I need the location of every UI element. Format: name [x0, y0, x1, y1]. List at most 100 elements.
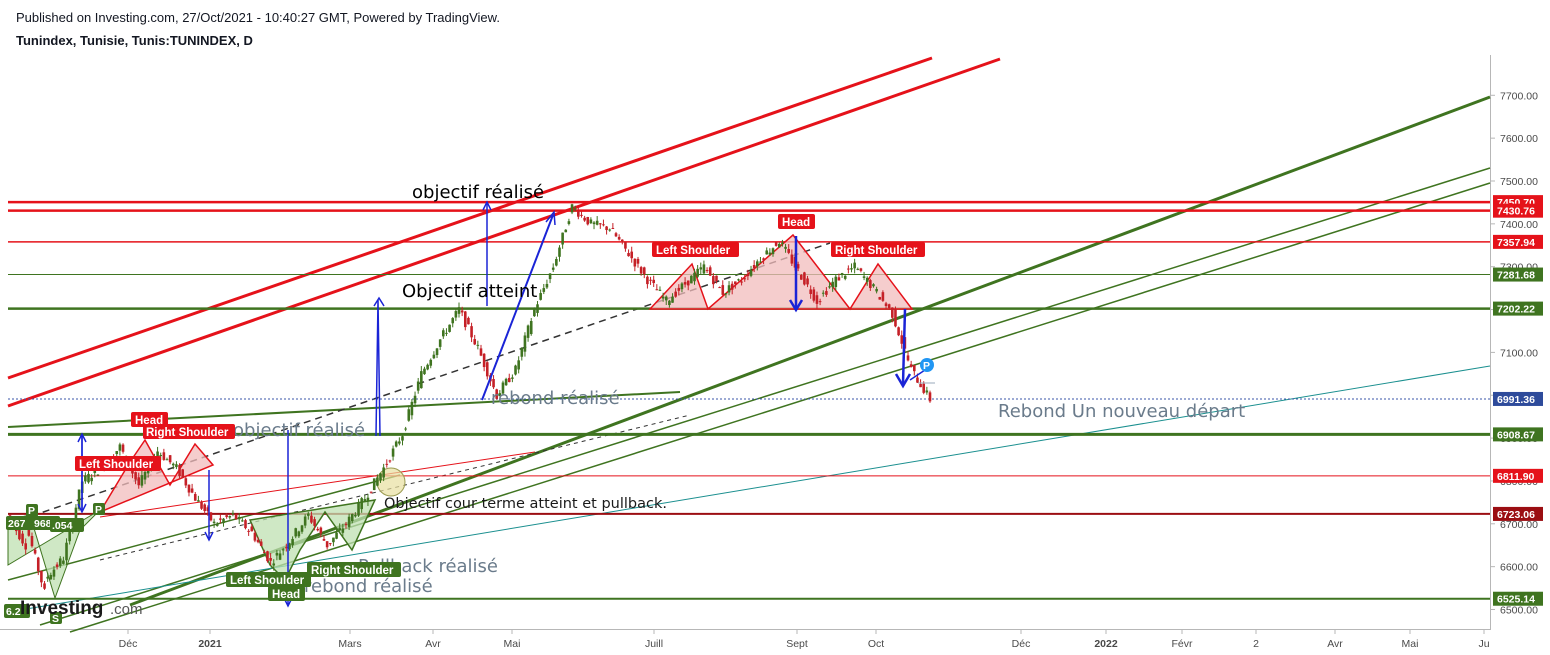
candle-body-71 [231, 512, 235, 514]
candle-body-218 [693, 272, 696, 282]
candle-body-195 [620, 239, 624, 242]
candle-body-206 [655, 289, 659, 291]
candle-body-164 [523, 335, 527, 352]
candle-body-245 [777, 243, 781, 248]
objectif-atteint-text: Objectif atteint [402, 281, 537, 302]
candle-body-220 [699, 267, 703, 270]
candle-body-15 [55, 564, 59, 567]
candle-body-237 [752, 264, 756, 269]
candle-body-238 [756, 261, 759, 267]
arrow-4-head [373, 296, 385, 307]
candle-body-148 [473, 339, 477, 345]
price-axis[interactable]: 6500.006600.006700.006800.006900.007000.… [1490, 90, 1538, 617]
candle-body-5 [24, 543, 27, 550]
pivot-bottom-left: 6.2 [6, 606, 21, 618]
candle-body-162 [517, 360, 520, 370]
arrow-7-head [788, 299, 804, 313]
candle-body-227 [721, 285, 725, 295]
candle-body-172 [548, 273, 552, 280]
candle-body-275 [872, 284, 875, 287]
candle-body-114 [366, 497, 370, 502]
time-tick-label-0: Déc [119, 638, 138, 650]
candle-body-180 [573, 208, 577, 210]
time-tick-label-13: Mai [1402, 638, 1419, 650]
candle-body-134 [429, 359, 433, 366]
candle-body-208 [661, 296, 665, 299]
candle-body-104 [335, 532, 338, 539]
candle-body-97 [313, 519, 316, 526]
candle-body-278 [881, 292, 885, 301]
candle-body-108 [347, 516, 351, 527]
candle-body-274 [869, 280, 872, 288]
candle-body-132 [423, 368, 426, 375]
candle-body-93 [300, 525, 304, 532]
candle-body-67 [219, 518, 222, 520]
hs-pattern-green-bottom [248, 499, 377, 582]
candle-body-224 [712, 276, 715, 285]
time-tick-label-6: Sept [786, 638, 808, 650]
arrow-1b-head [77, 503, 87, 514]
candle-body-255 [809, 289, 812, 294]
candle-body-258 [818, 301, 822, 303]
candle-body-186 [592, 222, 596, 225]
candle-body-160 [511, 377, 514, 379]
candle-body-169 [539, 293, 542, 300]
trend-lines [7, 56, 1491, 633]
logo-text: Investing [20, 598, 103, 619]
candle-body-234 [743, 278, 747, 280]
candle-body-72 [234, 514, 238, 520]
candle-body-219 [696, 268, 699, 277]
candle-body-111 [357, 502, 360, 516]
price-level-tag-bg-7 [1493, 468, 1543, 483]
left-shoulder-red-1-label: Left Shoulder [79, 459, 154, 471]
candle-body-249 [790, 254, 794, 264]
candle-body-6 [27, 527, 31, 536]
candle-body-41 [137, 477, 141, 486]
arrow-4 [375, 299, 381, 437]
candle-body-282 [894, 309, 897, 327]
projection-arrows [77, 200, 935, 608]
candle-body-54 [178, 464, 181, 477]
candle-body-8 [33, 549, 37, 554]
candle-body-196 [624, 242, 627, 249]
arrow-8-head [894, 373, 912, 389]
candle-body-95 [306, 513, 310, 516]
candle-body-36 [121, 444, 125, 452]
candle-body-83 [269, 558, 272, 561]
candle-body-187 [595, 220, 599, 225]
candle-body-212 [674, 291, 677, 297]
candle-body-200 [636, 258, 640, 264]
price-level-tag-5: 6991.36 [1497, 394, 1535, 406]
candle-body-131 [420, 371, 423, 389]
candle-body-42 [140, 475, 144, 486]
candle-body-240 [762, 258, 765, 260]
candle-body-143 [457, 307, 461, 314]
candle-body-272 [862, 276, 866, 278]
candle-body-259 [821, 292, 825, 294]
right-shoulder-red-2-label: Right Shoulder [835, 245, 918, 257]
candle-body-213 [677, 287, 681, 291]
candle-body-128 [410, 401, 414, 416]
arrow-2-head [204, 531, 214, 542]
candle-body-85 [275, 552, 279, 556]
head-red-2-label: Head [782, 217, 810, 229]
candle-body-161 [514, 365, 517, 375]
candle-body-276 [875, 288, 878, 292]
price-level-tag-bg-3 [1493, 267, 1543, 282]
candle-body-174 [555, 259, 558, 266]
candle-body-118 [379, 473, 382, 481]
time-tick-label-11: 2 [1253, 638, 1259, 650]
candle-body-137 [438, 339, 442, 347]
candle-body-264 [837, 277, 841, 281]
candle-body-28 [96, 474, 100, 476]
candle-body-74 [241, 520, 244, 522]
candle-body-190 [605, 226, 608, 231]
candle-body-157 [501, 382, 505, 394]
candle-body-49 [162, 452, 166, 460]
time-axis[interactable]: Déc 2021 Mars Avr Mai Juill Sept Oct Déc 2022 Févr… [119, 630, 1490, 650]
candle-body-192 [611, 228, 615, 230]
candle-body-12 [46, 576, 49, 579]
candle-body-19 [68, 528, 71, 542]
price-level-tag-bg-2 [1493, 234, 1543, 249]
